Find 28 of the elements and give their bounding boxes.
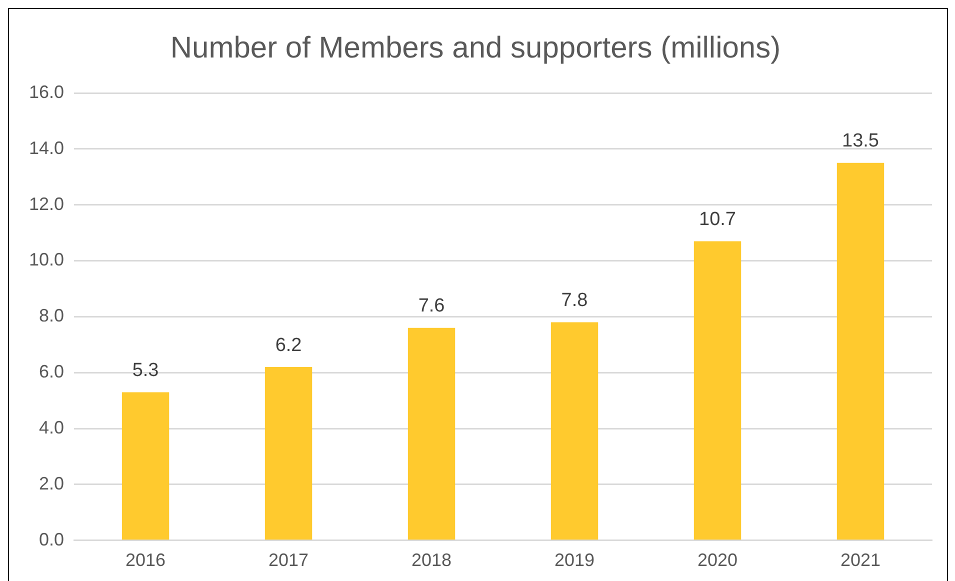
data-label: 6.2: [275, 334, 302, 356]
x-tick-label: 2020: [697, 550, 738, 570]
x-tick-label: 2016: [126, 550, 166, 570]
x-tick-label: 2018: [411, 550, 452, 570]
bar: [408, 328, 456, 540]
y-tick-label: 12.0: [28, 194, 64, 214]
x-tick-label: 2021: [840, 550, 881, 570]
y-tick-label: 6.0: [39, 362, 64, 382]
data-label: 5.3: [132, 360, 159, 381]
bar: [264, 367, 312, 540]
y-tick-label: 8.0: [39, 306, 64, 326]
x-tick-label: 2017: [268, 550, 309, 570]
y-tick-label: 16.0: [28, 82, 64, 102]
y-tick-label: 10.0: [28, 250, 64, 270]
bar: [694, 241, 742, 540]
y-tick-label: 2.0: [39, 473, 64, 494]
bar: [836, 162, 884, 540]
data-label: 13.5: [842, 130, 879, 152]
y-tick-label: 14.0: [28, 138, 64, 158]
y-tick-label: 0.0: [39, 529, 64, 550]
chart-title: Number of Members and supporters (millions): [170, 31, 781, 64]
y-tick-label: 4.0: [39, 418, 64, 438]
bar: [122, 392, 170, 540]
data-label: 7.6: [418, 296, 445, 317]
data-label: 10.7: [699, 208, 736, 230]
data-label: 7.8: [561, 290, 588, 312]
bar: [550, 322, 598, 540]
x-tick-label: 2019: [554, 550, 595, 570]
